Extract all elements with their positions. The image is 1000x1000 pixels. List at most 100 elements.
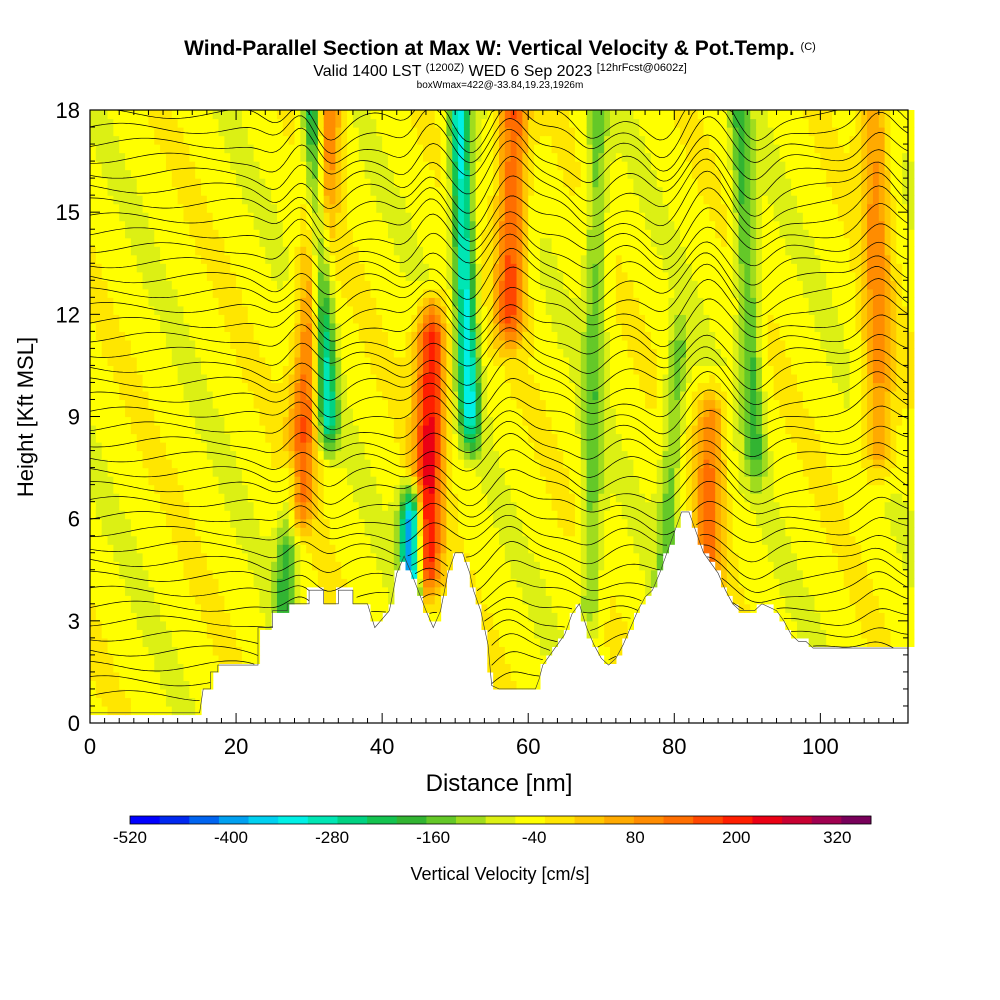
- velocity-cell: [323, 356, 331, 367]
- velocity-cell: [271, 348, 278, 358]
- velocity-cell: [171, 152, 179, 162]
- velocity-cell: [259, 399, 266, 409]
- velocity-cell: [376, 586, 383, 596]
- velocity-cell: [259, 561, 266, 571]
- velocity-cell: [510, 442, 518, 452]
- velocity-cell: [101, 314, 109, 324]
- forecast-info: [12hrFcst@0602z]: [596, 62, 687, 74]
- velocity-cell: [335, 552, 342, 562]
- velocity-cell: [148, 569, 155, 579]
- velocity-cell: [300, 195, 307, 205]
- velocity-cell: [160, 433, 167, 443]
- velocity-cell: [481, 425, 488, 435]
- velocity-cell: [288, 118, 296, 128]
- velocity-cell: [317, 339, 325, 349]
- velocity-cell: [165, 544, 173, 554]
- velocity-cell: [323, 152, 331, 162]
- velocity-cell: [218, 518, 225, 528]
- velocity-cell: [154, 169, 161, 179]
- velocity-cell: [247, 407, 255, 418]
- velocity-cell: [382, 246, 389, 256]
- velocity-cell: [499, 203, 506, 213]
- velocity-cell: [282, 390, 290, 401]
- velocity-cell: [487, 620, 494, 630]
- velocity-cell: [136, 561, 144, 571]
- velocity-cell: [165, 127, 173, 137]
- velocity-cell: [452, 229, 459, 239]
- velocity-cell: [265, 263, 272, 273]
- velocity-cell: [119, 578, 126, 588]
- velocity-cell: [119, 595, 126, 605]
- velocity-cell: [370, 569, 377, 579]
- velocity-cell: [452, 501, 459, 511]
- velocity-cell: [142, 680, 150, 690]
- velocity-cell: [259, 442, 266, 452]
- velocity-cell: [312, 161, 319, 171]
- velocity-cell: [294, 280, 301, 290]
- velocity-cell: [171, 305, 179, 315]
- velocity-cell: [370, 399, 377, 409]
- velocity-cell: [364, 127, 372, 137]
- velocity-cell: [201, 637, 208, 647]
- velocity-cell: [136, 510, 144, 520]
- velocity-cell: [107, 288, 114, 298]
- velocity-cell: [177, 339, 185, 349]
- velocity-cell: [493, 501, 500, 511]
- velocity-cell: [241, 314, 249, 324]
- velocity-cell: [253, 442, 261, 452]
- velocity-cell: [446, 152, 453, 162]
- velocity-cell: [423, 595, 430, 605]
- velocity-cell: [317, 220, 325, 230]
- velocity-cell: [276, 365, 284, 375]
- velocity-cell: [224, 382, 231, 392]
- velocity-cell: [458, 127, 465, 137]
- velocity-cell: [165, 297, 173, 307]
- velocity-cell: [434, 237, 442, 247]
- velocity-cell: [411, 161, 418, 171]
- velocity-cell: [458, 271, 465, 281]
- velocity-cell: [201, 646, 208, 656]
- velocity-cell: [387, 271, 395, 281]
- velocity-cell: [195, 671, 202, 682]
- velocity-cell: [142, 220, 150, 230]
- velocity-cell: [481, 535, 488, 545]
- velocity-cell: [423, 263, 430, 273]
- velocity-cell: [510, 561, 518, 571]
- velocity-cell: [487, 118, 494, 128]
- velocity-cell: [241, 433, 249, 443]
- velocity-cell: [265, 467, 272, 477]
- velocity-cell: [294, 586, 301, 596]
- velocity-cell: [288, 459, 296, 469]
- velocity-cell: [288, 544, 296, 554]
- velocity-cell: [376, 348, 383, 358]
- velocity-cell: [265, 459, 272, 469]
- velocity-cell: [125, 654, 132, 664]
- velocity-cell: [148, 271, 155, 281]
- velocity-cell: [271, 288, 278, 298]
- velocity-cell: [440, 586, 448, 596]
- velocity-cell: [224, 263, 231, 273]
- velocity-cell: [352, 407, 360, 418]
- velocity-cell: [113, 578, 120, 588]
- velocity-cell: [417, 348, 424, 358]
- velocity-cell: [499, 671, 506, 682]
- velocity-cell: [206, 161, 214, 171]
- velocity-cell: [95, 637, 103, 647]
- velocity-cell: [382, 237, 389, 247]
- velocity-cell: [370, 595, 377, 605]
- velocity-cell: [276, 127, 284, 137]
- velocity-cell: [469, 407, 477, 418]
- velocity-cell: [534, 373, 541, 384]
- velocity-cell: [183, 561, 190, 571]
- velocity-cell: [195, 697, 202, 707]
- velocity-cell: [171, 348, 179, 358]
- velocity-cell: [370, 382, 377, 392]
- velocity-cell: [376, 544, 383, 554]
- velocity-cell: [259, 544, 266, 554]
- velocity-cell: [393, 246, 401, 256]
- velocity-cell: [95, 535, 103, 545]
- velocity-cell: [171, 535, 179, 545]
- velocity-cell: [300, 135, 307, 145]
- velocity-cell: [469, 135, 477, 145]
- velocity-cell: [499, 663, 506, 673]
